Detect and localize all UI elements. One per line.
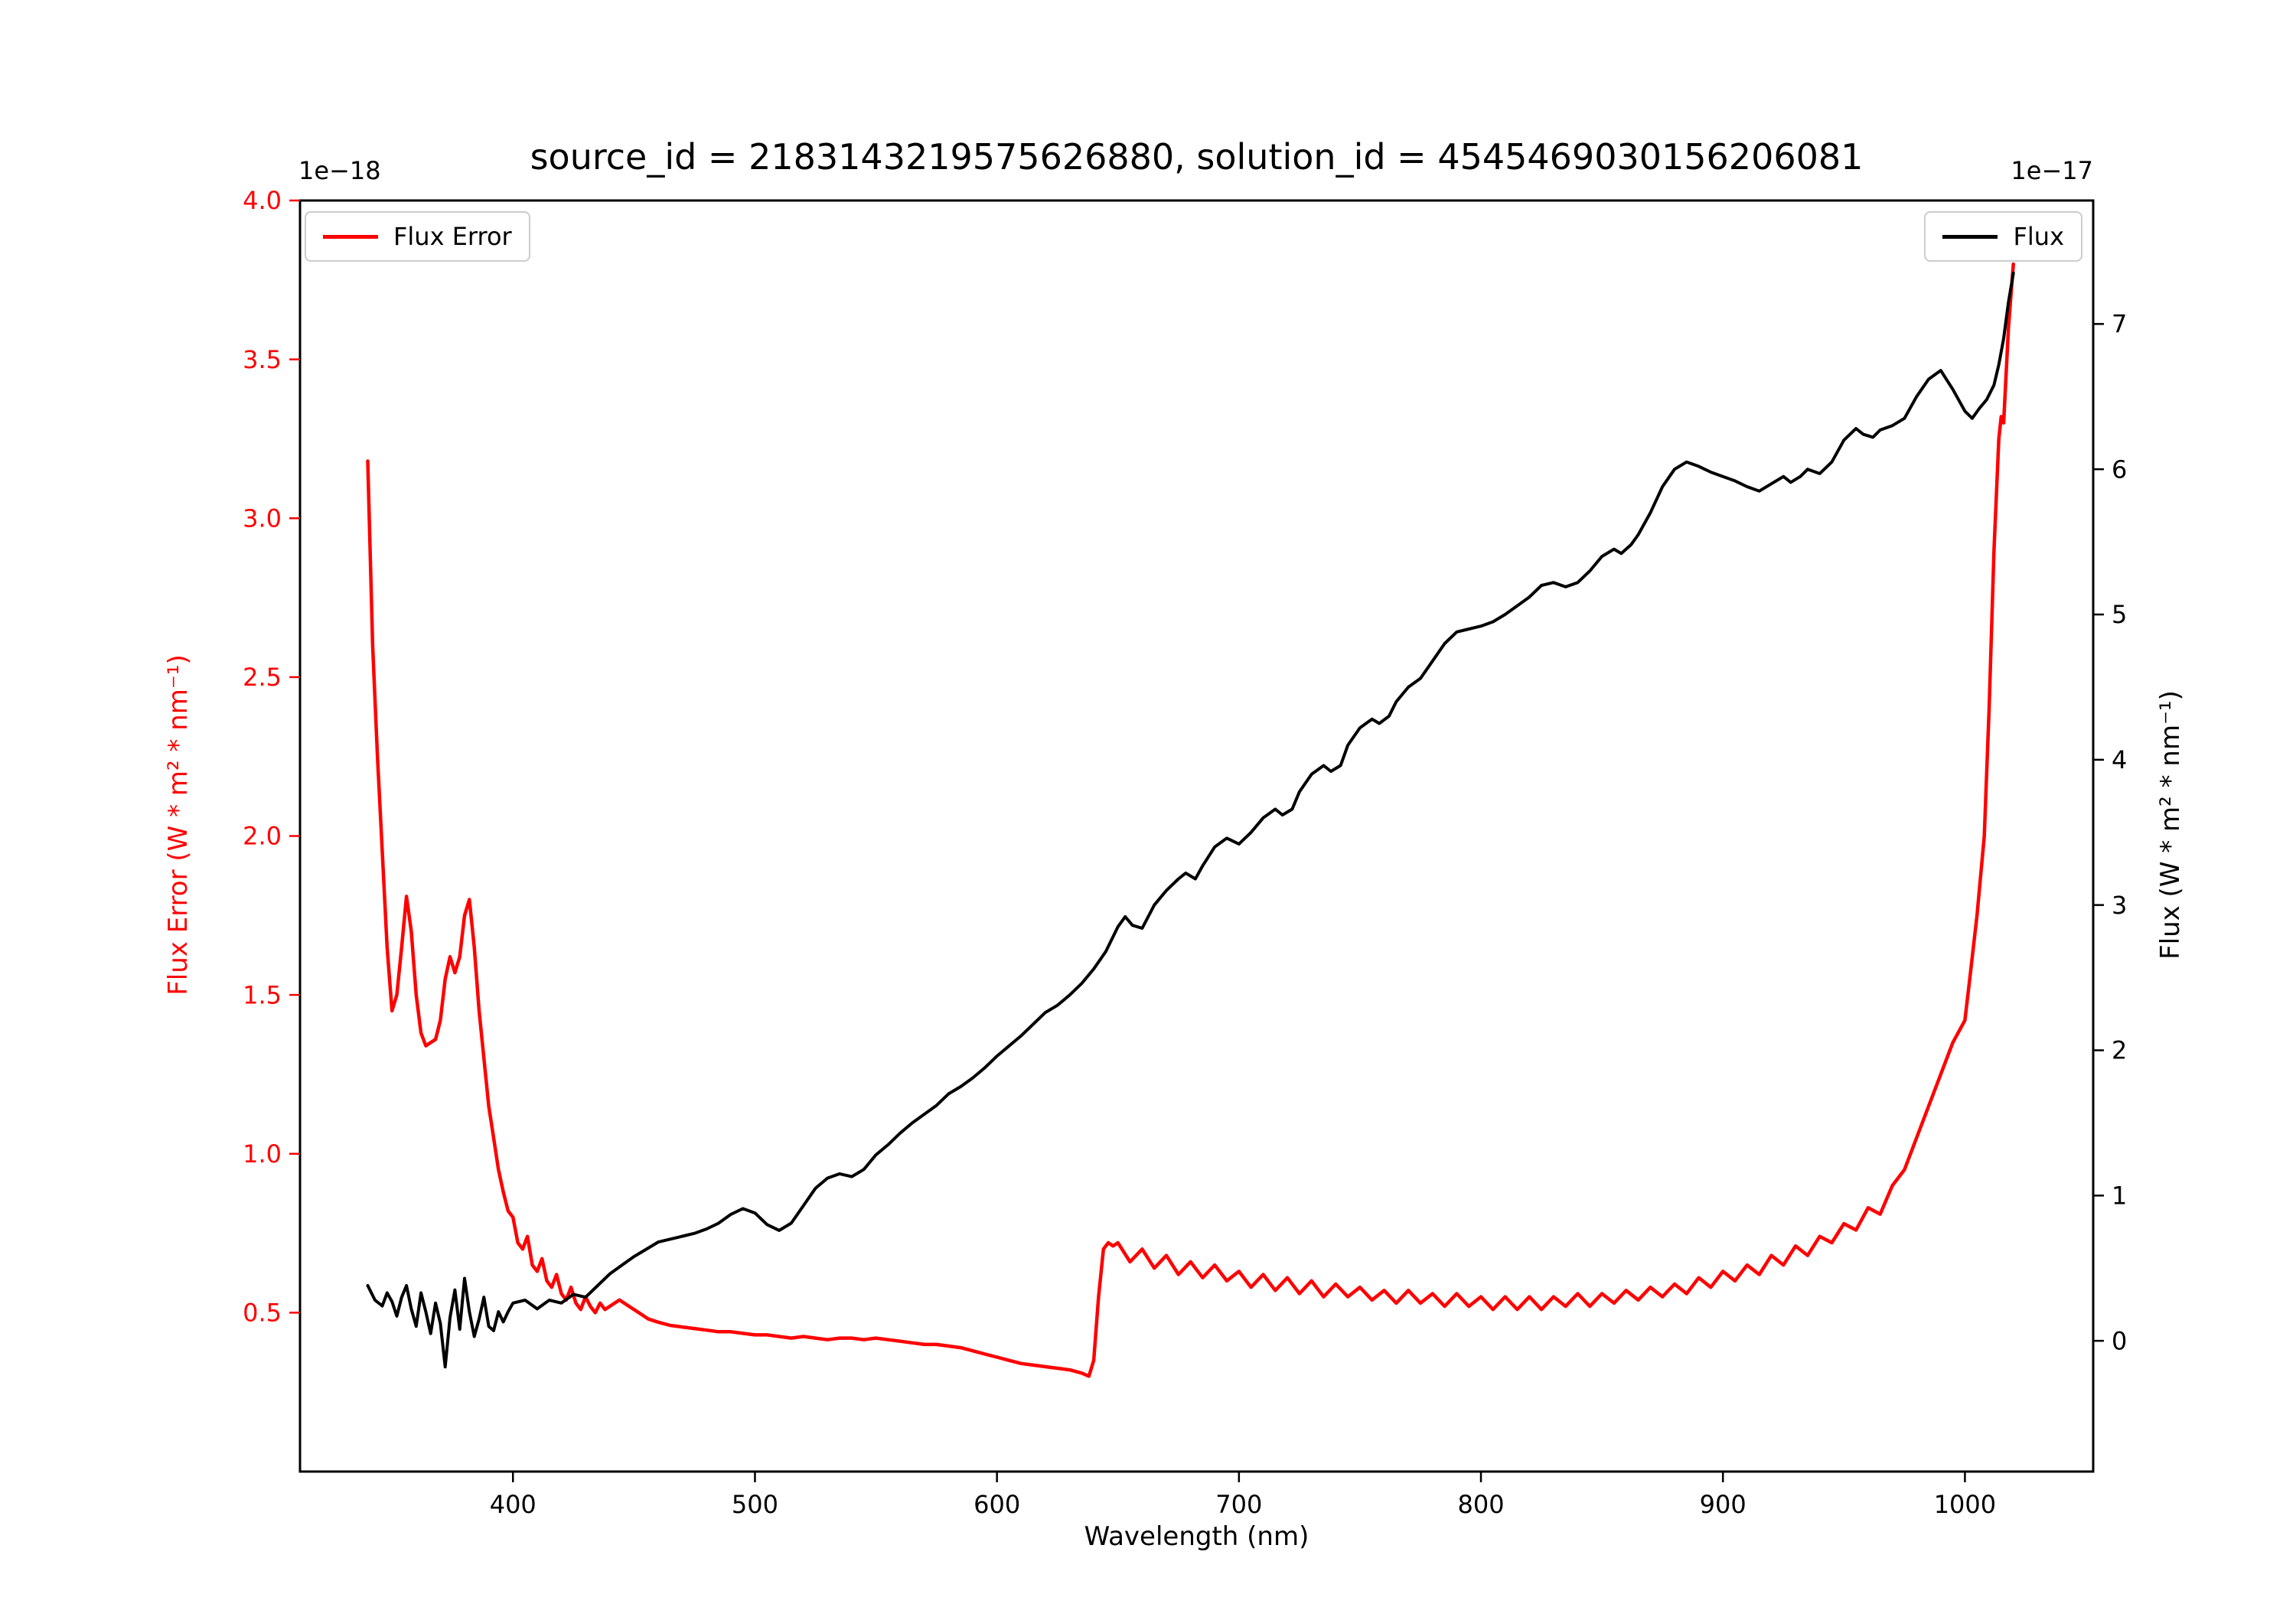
left-y-tick-label: 1.0 [243,1139,282,1169]
right-axis-offset-label: 1e−17 [2011,156,2093,185]
chart-title: source_id = 2183143219575626880, solutio… [530,136,1864,178]
x-tick-label: 400 [490,1490,536,1519]
series-line-flux [366,271,2015,1369]
legend-flux: Flux [1924,211,2082,262]
x-axis-title: Wavelength (nm) [1084,1521,1309,1552]
right-y-tick-label: 1 [2112,1182,2127,1211]
right-axis-title: Flux (W * m² * nm⁻¹) [2155,690,2186,960]
x-tick-label: 800 [1457,1490,1504,1519]
legend-label-flux-error: Flux Error [393,222,512,251]
left-y-tick-label: 1.5 [243,980,282,1009]
right-y-tick-label: 0 [2112,1326,2127,1355]
left-y-tick-label: 2.0 [243,822,282,851]
series-line-flux-error [366,262,2015,1378]
right-y-tick-label: 4 [2112,745,2127,774]
right-y-tick-label: 3 [2112,891,2127,920]
x-tick-label: 600 [974,1490,1020,1519]
x-tick-label: 700 [1215,1490,1262,1519]
x-tick-label: 500 [732,1490,778,1519]
flux-error-line-sample [323,234,378,239]
left-y-tick-label: 2.5 [243,663,282,692]
right-y-tick-label: 6 [2112,455,2127,484]
left-axis-offset-label: 1e−18 [298,156,381,185]
x-tick-label: 1000 [1934,1490,1996,1519]
left-y-tick-label: 4.0 [243,186,282,215]
right-y-tick-label: 2 [2112,1036,2127,1065]
left-axis-title: Flux Error (W * m² * nm⁻¹) [163,654,194,996]
plot-background [300,200,2093,1472]
left-y-tick-label: 3.0 [243,504,282,533]
left-y-tick-label: 3.5 [243,345,282,374]
left-y-tick-label: 0.5 [243,1299,282,1328]
right-y-tick-label: 5 [2112,600,2127,629]
flux-line-sample [1942,234,1998,239]
legend-flux-error: Flux Error [305,211,530,262]
x-tick-label: 900 [1700,1490,1746,1519]
right-y-tick-label: 7 [2112,310,2127,339]
legend-label-flux: Flux [2013,222,2064,251]
